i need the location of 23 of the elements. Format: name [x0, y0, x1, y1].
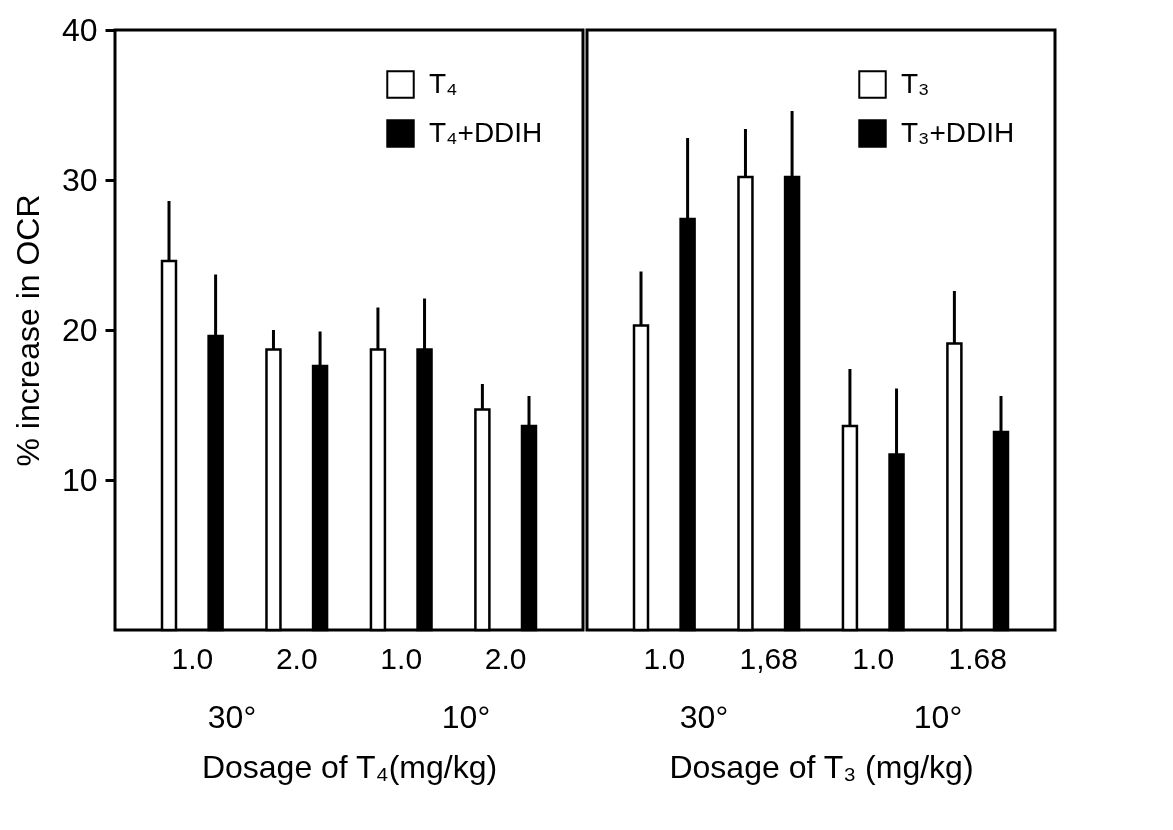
x-tick-label: 1.0 — [643, 641, 686, 675]
text: 30° — [207, 699, 257, 735]
x-tick-label: 1.0 — [171, 641, 214, 675]
y-tick-label: 30 — [61, 161, 98, 198]
x-tick-label: 1.0 — [852, 641, 895, 675]
y-tick-label: 20 — [61, 311, 98, 348]
x-axis-title: Dosage of T₄(mg/kg) — [201, 748, 498, 785]
y-tick-label: 10 — [61, 461, 98, 498]
x-tick-label: 2.0 — [275, 641, 318, 675]
legend-label: T₄ — [429, 67, 458, 99]
text: 30° — [679, 699, 729, 735]
y-axis-title: % increase in OCR — [9, 194, 46, 467]
text: 10° — [913, 699, 963, 735]
x-tick-label: 2.0 — [484, 641, 527, 675]
x-axis-title: Dosage of T₃ (mg/kg) — [669, 748, 974, 785]
legend-label: T₃+DDIH — [901, 116, 1015, 148]
x-tick-label: 1,68 — [739, 641, 798, 675]
y-tick-label: 40 — [61, 11, 98, 48]
x-tick-label: 1.68 — [948, 641, 1007, 675]
legend-label: T₄+DDIH — [429, 116, 543, 148]
x-tick-label: 1.0 — [380, 641, 423, 675]
legend-label: T₃ — [901, 67, 930, 99]
text: 10° — [441, 699, 491, 735]
